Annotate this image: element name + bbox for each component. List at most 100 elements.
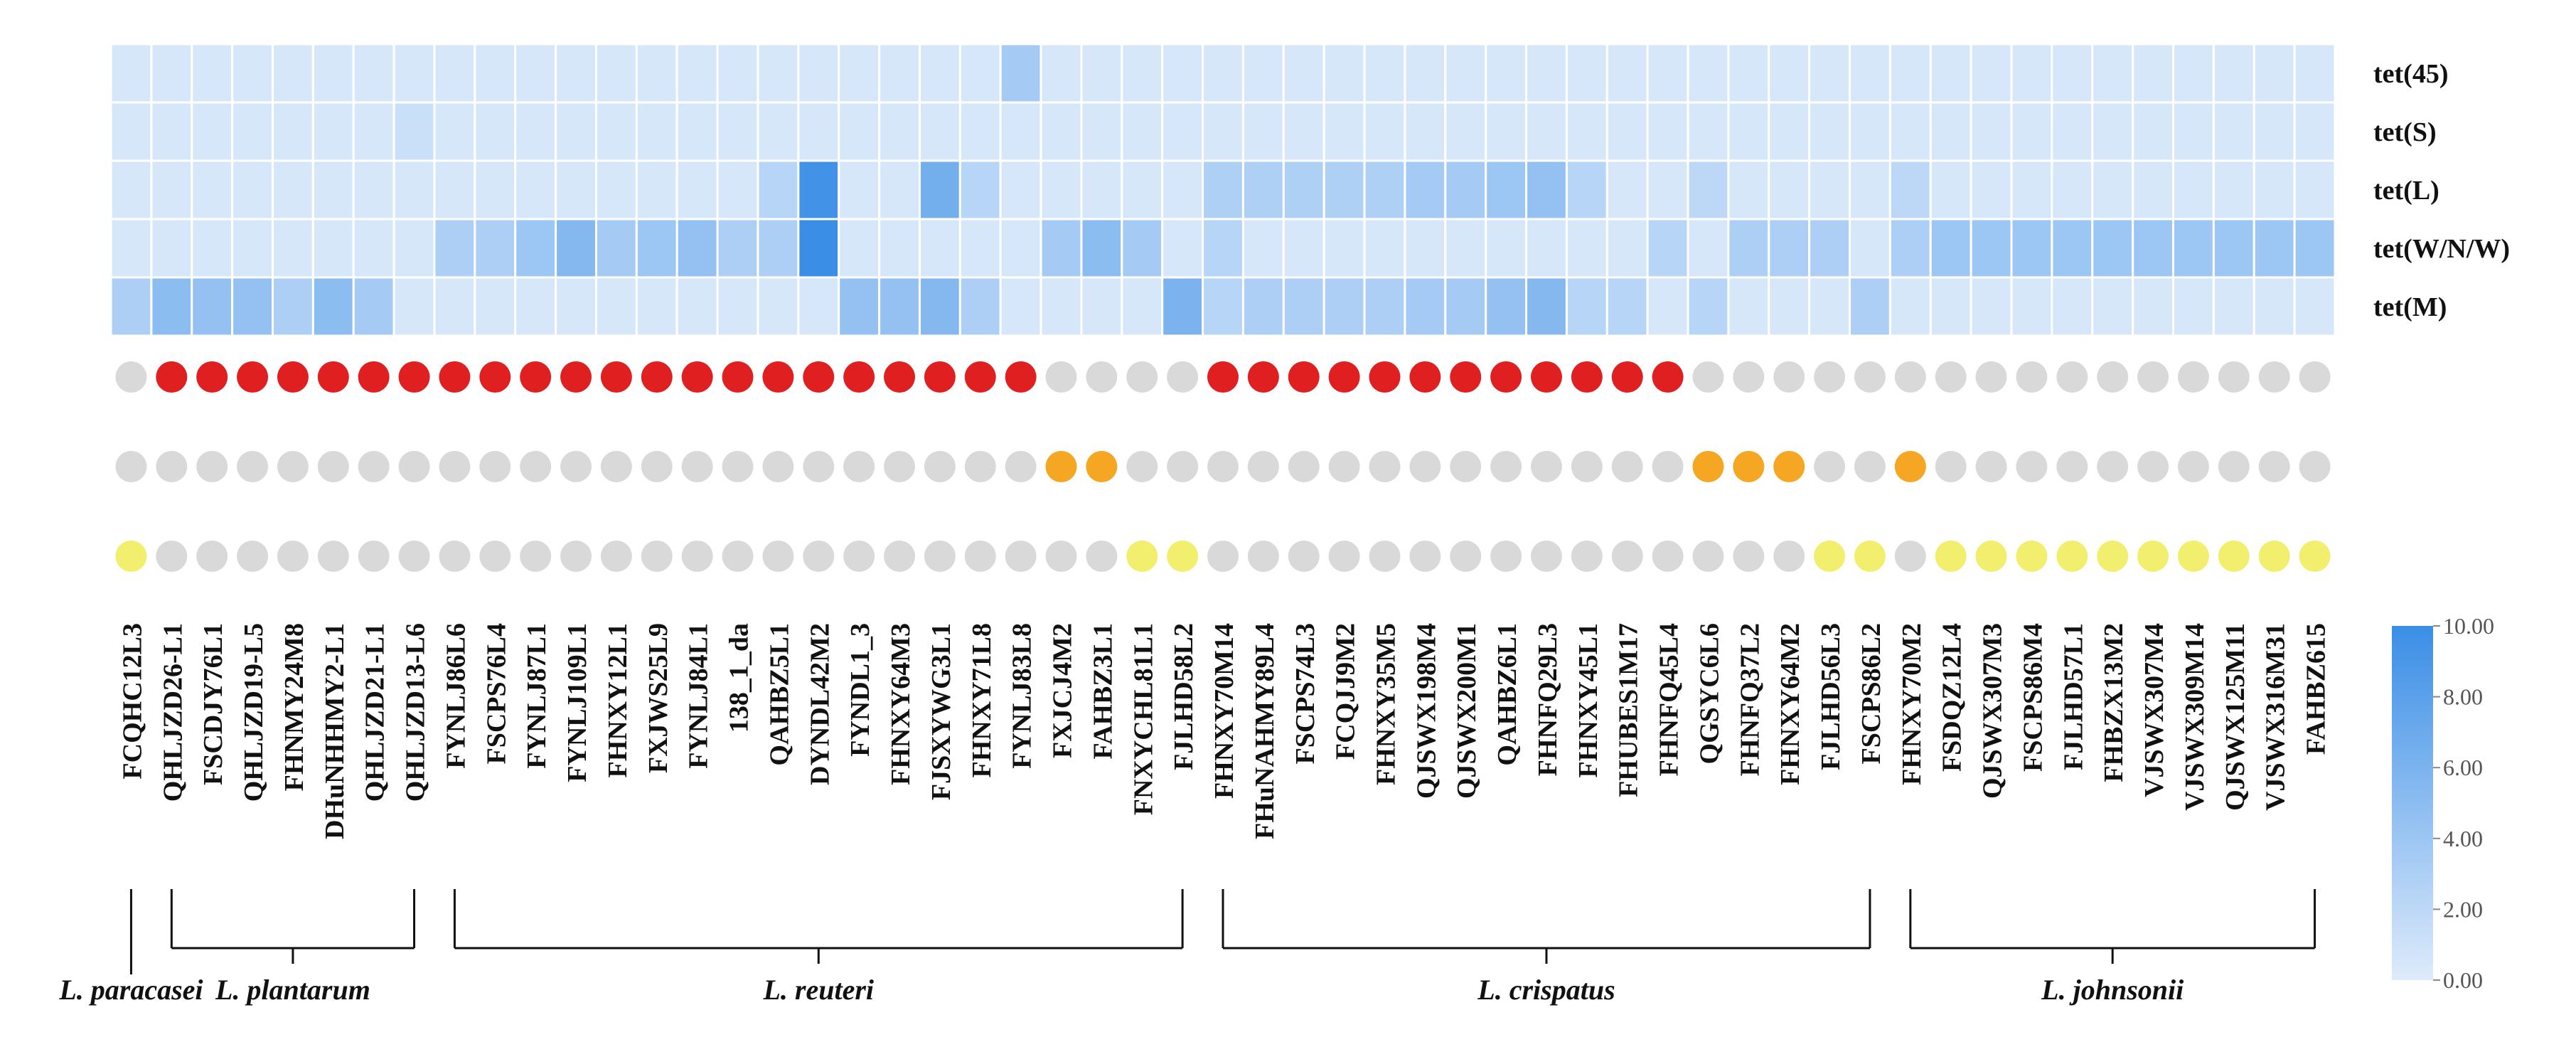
heatmap-cell [231, 101, 274, 162]
indicator-dot [803, 451, 835, 482]
indicator-dot [2056, 541, 2088, 572]
heatmap-cell [191, 276, 234, 337]
heatmap-cell [2051, 43, 2094, 104]
heatmap-cell [594, 276, 638, 337]
strain-label: FXJWS25L9 [643, 623, 673, 773]
strain-label: FHNFQ29L3 [1533, 623, 1563, 776]
indicator-dot [1571, 451, 1603, 482]
strain-label: VJSWX316M31 [2261, 623, 2291, 811]
species-groups: L. paracasei L. plantarum L. reuteri L. cri… [58, 889, 2316, 1006]
heatmap-cell [1322, 218, 1366, 279]
heatmap-cell [271, 159, 314, 220]
indicator-dot [964, 451, 996, 482]
indicator-dot [1005, 541, 1037, 572]
heatmap-cell [2010, 159, 2053, 220]
indicator-dot [1652, 361, 1684, 393]
indicator-dot [1935, 541, 1967, 572]
strain-label: FSCDJY76L1 [198, 623, 228, 785]
heatmap-cell [1565, 101, 1608, 162]
heatmap-cell [1040, 43, 1083, 104]
heatmap-cell [352, 276, 395, 337]
heatmap-cell [2172, 218, 2215, 279]
group-label: L. paracasei [58, 974, 203, 1006]
heatmap-cell [1404, 43, 1447, 104]
indicator-dot [1773, 541, 1805, 572]
strain-label: FXJCJ4M2 [1048, 623, 1078, 758]
heatmap-cell [2051, 101, 2094, 162]
strain-label: QHLJZD26-L1 [158, 623, 188, 802]
heatmap-cell [797, 159, 840, 220]
heatmap-cell [797, 218, 840, 279]
indicator-dot [2299, 451, 2331, 482]
indicator-dot [2137, 451, 2169, 482]
heatmap-cell [1727, 43, 1770, 104]
heatmap-cell [1161, 276, 1204, 337]
heatmap-cell [1080, 159, 1123, 220]
heatmap-grid [109, 43, 2336, 337]
heatmap-cell [2212, 218, 2255, 279]
heatmap-cell [1322, 43, 1366, 104]
heatmap-cell [352, 43, 395, 104]
indicator-dot [115, 541, 147, 572]
indicator-dot [1369, 541, 1401, 572]
indicator-dot [2097, 361, 2129, 393]
indicator-dot [1733, 541, 1765, 572]
indicator-dot [277, 361, 309, 393]
heatmap-cell [2091, 218, 2134, 279]
indicator-dot [1207, 541, 1239, 572]
heatmap-cell [1444, 276, 1487, 337]
strain-label: FYNLJ83L8 [1008, 623, 1037, 769]
indicator-dot [1005, 451, 1037, 482]
indicator-dot [1692, 451, 1724, 482]
heatmap-cell [1080, 43, 1123, 104]
heatmap-cell [716, 101, 759, 162]
indicator-dot [1369, 361, 1401, 393]
heatmap-cell [838, 159, 881, 220]
heatmap-cell [1282, 101, 1325, 162]
heatmap-cell [109, 101, 153, 162]
strain-label: VJSWX307M4 [2139, 623, 2169, 797]
indicator-dot [1611, 541, 1643, 572]
heatmap-cell [594, 101, 638, 162]
heatmap-cell [433, 159, 476, 220]
indicator-dot [2137, 361, 2169, 393]
indicator-dot [1692, 361, 1724, 393]
heatmap-cell [999, 276, 1042, 337]
gene-label: tet(L) [2373, 176, 2439, 206]
indicator-dot [560, 361, 592, 393]
indicator-dot [884, 451, 916, 482]
heatmap-cell [474, 159, 517, 220]
heatmap-cell [1121, 101, 1164, 162]
heatmap-cell [433, 276, 476, 337]
heatmap-cell [797, 101, 840, 162]
heatmap-cell [1605, 101, 1649, 162]
indicator-dot [1288, 451, 1320, 482]
heatmap-cell [1404, 159, 1447, 220]
indicator-dot [1045, 541, 1077, 572]
indicator-dot [1450, 541, 1482, 572]
heatmap-cell [1605, 276, 1649, 337]
colorbar-tick-label: 8.00 [2443, 684, 2483, 710]
heatmap-cell [1970, 43, 2013, 104]
heatmap-cell [1687, 43, 1730, 104]
heatmap-cell [675, 218, 719, 279]
indicator-dot [924, 541, 956, 572]
indicator-dot [1409, 451, 1441, 482]
indicator-dot [398, 541, 430, 572]
heatmap-cell [150, 276, 193, 337]
colorbar-tick-label: 4.00 [2443, 826, 2483, 851]
heatmap-cell [352, 218, 395, 279]
strain-label: FHBZX13M2 [2099, 623, 2129, 782]
heatmap-cell [1202, 218, 1244, 279]
indicator-dot [2258, 361, 2290, 393]
indicator-dot [156, 451, 188, 482]
gene-label: tet(M) [2373, 292, 2447, 322]
heatmap-cell [191, 101, 234, 162]
indicator-dot [964, 361, 996, 393]
heatmap-cell [958, 101, 1002, 162]
indicator-dot [439, 361, 471, 393]
indicator-dot [479, 451, 511, 482]
heatmap-cell [1849, 276, 1891, 337]
heatmap-cell [958, 218, 1002, 279]
